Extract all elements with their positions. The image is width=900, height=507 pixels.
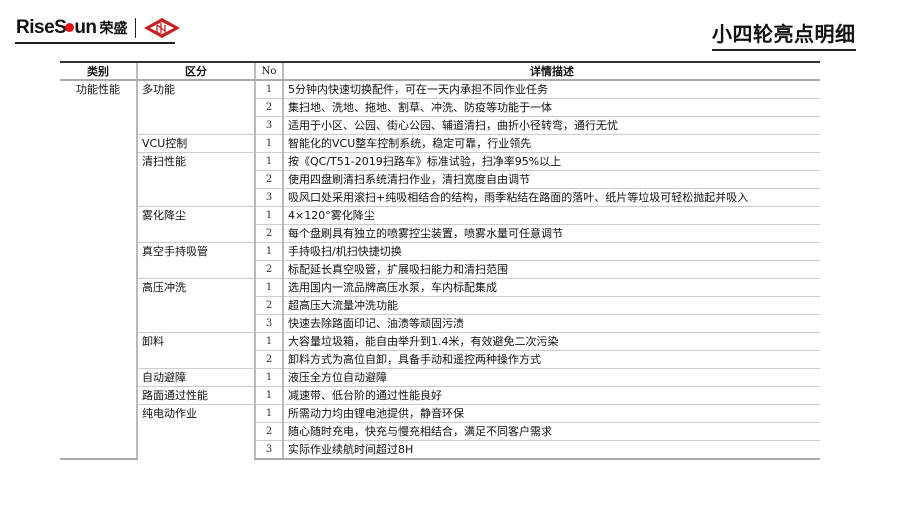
table-row: 3 实际作业续航时间超过8H (60, 440, 820, 460)
item-number: 1 (254, 386, 283, 405)
item-description: 减速带、低台阶的通过性能良好 (282, 386, 820, 405)
item-description: 快速去除路面印记、油渍等顽固污渍 (282, 314, 820, 333)
item-description: 液压全方位自动避障 (282, 368, 820, 387)
item-number: 1 (254, 206, 283, 225)
logo-chinese-name: 荣盛 (99, 21, 128, 37)
item-description: 4×120°雾化降尘 (282, 206, 820, 225)
item-description: 大容量垃圾箱，能自由举升到1.4米，有效避免二次污染 (282, 332, 820, 351)
item-number: 2 (254, 296, 283, 315)
table-row: 2 每个盘刷具有独立的喷雾控尘装置，喷雾水量可任意调节 (60, 224, 820, 243)
section-cell: 高压冲洗 (136, 278, 255, 333)
logo-divider (134, 18, 137, 38)
table-row: VCU控制 1 智能化的VCU整车控制系统，稳定可靠，行业领先 (60, 134, 820, 153)
item-number: 1 (254, 242, 283, 261)
item-description: 适用于小区、公园、街心公园、辅道清扫，曲折小径转弯，通行无忧 (282, 116, 820, 135)
item-description: 随心随时充电，快充与慢充相结合，满足不同客户需求 (282, 422, 820, 441)
section-cell: 纯电动作业 (136, 404, 255, 459)
table-row: 自动避障 1 液压全方位自动避障 (60, 368, 820, 387)
item-description: 使用四盘刷清扫系统清扫作业，清扫宽度自由调节 (282, 170, 820, 189)
section-cell: 自动避障 (136, 368, 255, 387)
table-row: 2 使用四盘刷清扫系统清扫作业，清扫宽度自由调节 (60, 170, 820, 189)
item-description: 5分钟内快速切换配件，可在一天内承担不同作业任务 (282, 79, 820, 99)
item-description: 选用国内一流品牌高压水泵，车内标配集成 (282, 278, 820, 297)
table-row: 3 吸风口处采用滚扫+纯吸相结合的结构，雨季粘结在路面的落叶、纸片等垃圾可轻松抛起… (60, 188, 820, 207)
highlights-table: 类别 区分 No 详情描述 功能性能 多功能 1 5分钟内快速切换配件，可在一天内承担… (60, 61, 820, 460)
section-cell: 路面通过性能 (136, 386, 255, 405)
item-number: 1 (254, 79, 283, 99)
table-row: 纯电动作业 1 所需动力均由锂电池提供，静音环保 (60, 404, 820, 459)
table-header-row: 类别 区分 No 详情描述 (60, 61, 820, 81)
item-number: 2 (254, 98, 283, 117)
category-cell: 功能性能 (60, 79, 137, 460)
logo-underline (15, 42, 175, 44)
item-description: 卸料方式为高位自卸，具备手动和遥控两种操作方式 (282, 350, 820, 369)
item-number: 1 (254, 134, 283, 153)
header-no: No (254, 61, 283, 81)
table-row: 高压冲洗 1 选用国内一流品牌高压水泵，车内标配集成 (60, 278, 820, 333)
item-number: 3 (254, 188, 283, 207)
item-number: 3 (254, 116, 283, 135)
section-cell: 清扫性能 (136, 152, 255, 207)
section-cell: 多功能 (136, 79, 255, 135)
item-description: 每个盘刷具有独立的喷雾控尘装置，喷雾水量可任意调节 (282, 224, 820, 243)
table-row: 功能性能 多功能 1 5分钟内快速切换配件，可在一天内承担不同作业任务 (60, 79, 820, 460)
table-row: 真空手持吸管 1 手持吸扫/机扫快捷切换 (60, 242, 820, 279)
table-row: 3 快速去除路面印记、油渍等顽固污渍 (60, 314, 820, 333)
item-number: 3 (254, 314, 283, 333)
table-row: 2 卸料方式为高位自卸，具备手动和遥控两种操作方式 (60, 350, 820, 369)
item-description: 所需动力均由锂电池提供，静音环保 (282, 404, 820, 423)
table-row: 2 标配延长真空吸管，扩展吸扫能力和清扫范围 (60, 260, 820, 279)
header-section: 区分 (136, 61, 255, 81)
item-number: 1 (254, 278, 283, 297)
logo-wordmark: RiseS un (16, 17, 97, 38)
item-number: 1 (254, 368, 283, 387)
table-row: 卸料 1 大容量垃圾箱，能自由举升到1.4米，有效避免二次污染 (60, 332, 820, 369)
table-row: 雾化降尘 1 4×120°雾化降尘 (60, 206, 820, 243)
table-row: 2 随心随时充电，快充与慢充相结合，满足不同客户需求 (60, 422, 820, 441)
item-description: 集扫地、洗地、拖地、割草、冲洗、防疫等功能于一体 (282, 98, 820, 117)
item-description: 智能化的VCU整车控制系统，稳定可靠，行业领先 (282, 134, 820, 153)
item-number: 2 (254, 170, 283, 189)
item-number: 2 (254, 422, 283, 441)
table-row: 2 集扫地、洗地、拖地、割草、冲洗、防疫等功能于一体 (60, 98, 820, 117)
table-row: 2 超高压大流量冲洗功能 (60, 296, 820, 315)
item-number: 1 (254, 152, 283, 171)
company-logo: RiseS un 荣盛 (16, 16, 181, 40)
item-description: 按《QC/T51-2019扫路车》标准试验，扫净率95%以上 (282, 152, 820, 171)
item-description: 实际作业续航时间超过8H (282, 440, 820, 460)
section-cell: 雾化降尘 (136, 206, 255, 243)
item-description: 手持吸扫/机扫快捷切换 (282, 242, 820, 261)
item-number: 2 (254, 224, 283, 243)
item-number: 1 (254, 404, 283, 423)
page-title: 小四轮亮点明细 (712, 18, 856, 51)
section-cell: VCU控制 (136, 134, 255, 153)
header-category: 类别 (60, 61, 137, 81)
logo-red-dot (65, 23, 75, 33)
section-cell: 真空手持吸管 (136, 242, 255, 279)
item-description: 吸风口处采用滚扫+纯吸相结合的结构，雨季粘结在路面的落叶、纸片等垃圾可轻松抛起并… (282, 188, 820, 207)
item-number: 3 (254, 440, 283, 460)
item-description: 超高压大流量冲洗功能 (282, 296, 820, 315)
section-cell: 卸料 (136, 332, 255, 369)
table-row: 清扫性能 1 按《QC/T51-2019扫路车》标准试验，扫净率95%以上 (60, 152, 820, 207)
header-description: 详情描述 (282, 61, 820, 81)
table-row: 3 适用于小区、公园、街心公园、辅道清扫，曲折小径转弯，通行无忧 (60, 116, 820, 135)
diamond-emblem-icon (144, 18, 181, 38)
table-row: 路面通过性能 1 减速带、低台阶的通过性能良好 (60, 386, 820, 405)
item-number: 2 (254, 350, 283, 369)
item-description: 标配延长真空吸管，扩展吸扫能力和清扫范围 (282, 260, 820, 279)
item-number: 1 (254, 332, 283, 351)
item-number: 2 (254, 260, 283, 279)
